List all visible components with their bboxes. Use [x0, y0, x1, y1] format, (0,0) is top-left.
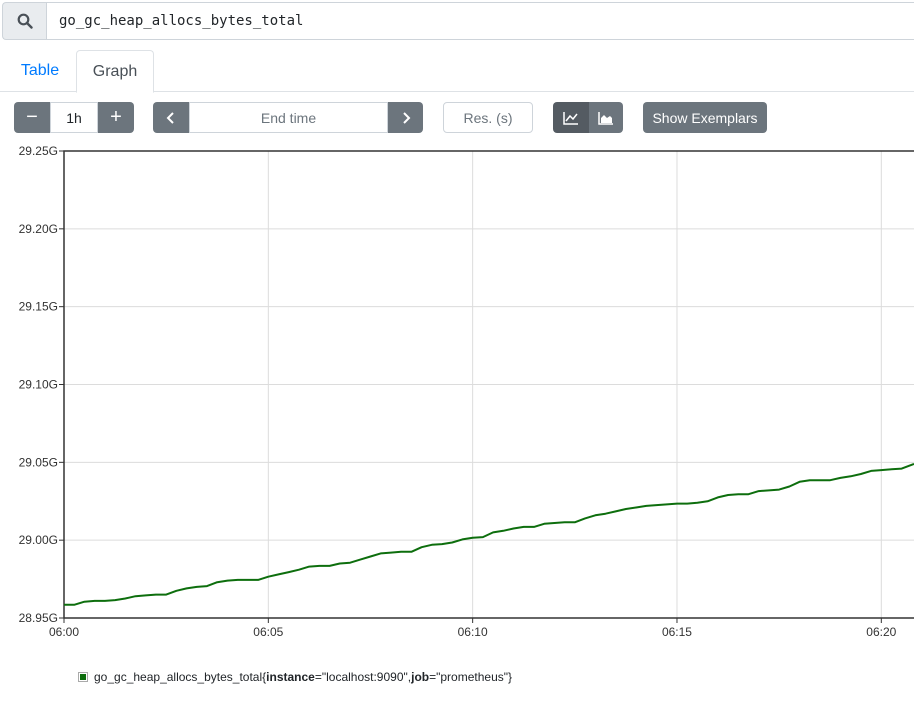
tab-graph[interactable]: Graph — [76, 50, 154, 93]
panel-tabs: Table Graph — [0, 50, 914, 93]
chevron-right-icon — [402, 111, 410, 124]
decrease-range-button[interactable]: − — [14, 102, 50, 133]
y-tick-label: 29.10G — [19, 378, 58, 392]
legend-labels-open: { — [262, 670, 267, 684]
graph-chart[interactable]: 29.25G 29.20G 29.15G 29.10G 29.05G 29.00G 28.9… — [0, 140, 914, 650]
expression-bar: go_gc_heap_allocs_bytes_total — [2, 2, 914, 40]
legend-item[interactable]: go_gc_heap_allocs_bytes_total{instance ="… — [78, 670, 512, 684]
show-exemplars-button[interactable]: Show Exemplars — [643, 102, 767, 133]
legend-swatch — [78, 672, 88, 682]
legend-label-key-job: job — [411, 670, 430, 684]
end-time-input[interactable]: End time — [189, 102, 388, 133]
x-tick-label: 06:10 — [458, 625, 488, 639]
line-chart-button[interactable] — [553, 102, 589, 133]
search-button[interactable] — [2, 2, 46, 40]
legend-label-value-job: ="prometheus"} — [429, 670, 513, 684]
tab-table[interactable]: Table — [20, 62, 60, 79]
y-tick-label: 28.95G — [19, 611, 58, 625]
plot-frame — [63, 150, 914, 619]
area-chart-icon — [598, 111, 613, 125]
chevron-left-icon — [166, 111, 174, 124]
series-line — [64, 462, 914, 606]
y-tick-label: 29.25G — [19, 144, 58, 158]
x-tick-label: 06:05 — [253, 625, 283, 639]
line-chart-icon — [563, 111, 578, 125]
resolution-input[interactable]: Res. (s) — [443, 102, 533, 133]
end-time-back-button[interactable] — [153, 102, 189, 133]
legend-metric-name: go_gc_heap_allocs_bytes_total — [94, 670, 263, 684]
legend-label-value-instance: ="localhost:9090", — [314, 670, 412, 684]
y-tick-label: 29.20G — [19, 222, 58, 236]
increase-range-button[interactable]: + — [98, 102, 134, 133]
y-tick-label: 29.00G — [19, 533, 58, 547]
end-time-forward-button[interactable] — [388, 102, 423, 133]
y-tick-label: 29.15G — [19, 300, 58, 314]
graph-controls: − 1h + End time Res. (s) Show Exemplars — [0, 102, 914, 133]
x-tick-label: 06:15 — [662, 625, 692, 639]
stacked-chart-button[interactable] — [589, 102, 623, 133]
x-tick-label: 06:20 — [866, 625, 896, 639]
x-tick-label: 06:00 — [49, 625, 79, 639]
legend-label-key-instance: instance — [266, 670, 315, 684]
range-input[interactable]: 1h — [50, 102, 98, 133]
y-tick-label: 29.05G — [19, 455, 58, 469]
search-icon — [17, 13, 33, 29]
expression-input[interactable]: go_gc_heap_allocs_bytes_total — [46, 2, 914, 40]
